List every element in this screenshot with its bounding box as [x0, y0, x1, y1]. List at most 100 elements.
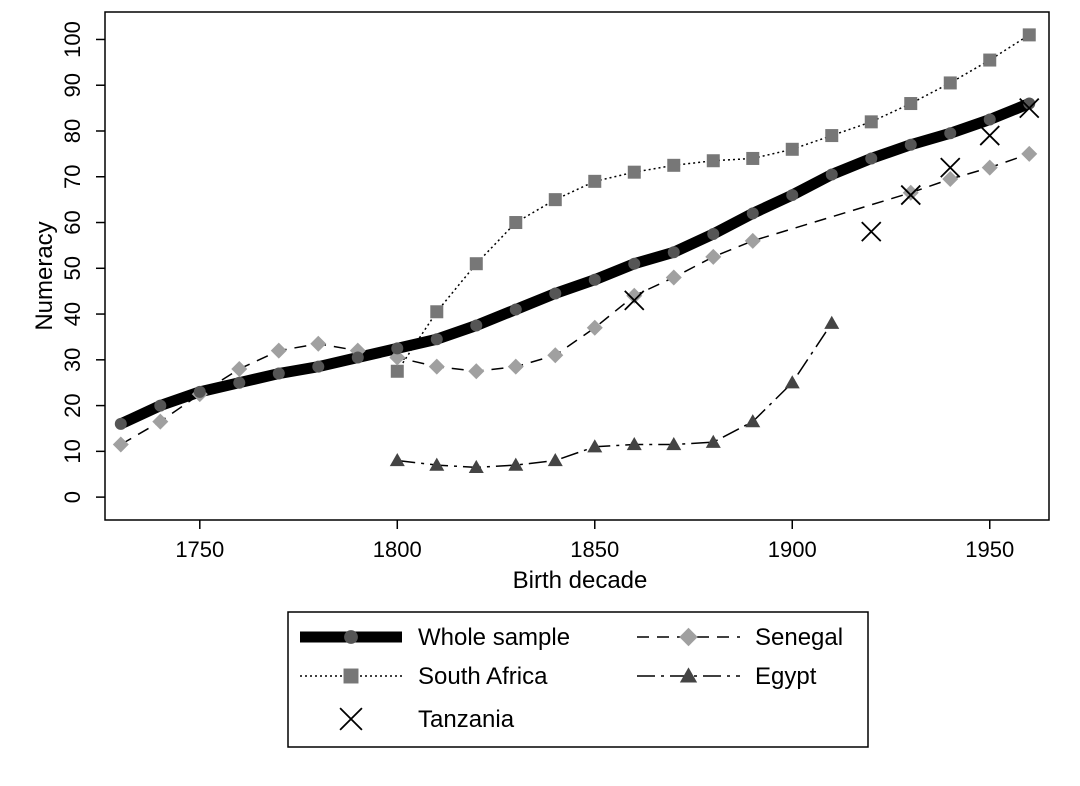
legend: Whole sample Senegal South Africa Egypt Tanz…: [287, 611, 869, 748]
point-south-africa: [746, 151, 760, 165]
x-tick-label: 1950: [965, 537, 1014, 562]
y-tick-label: 60: [60, 210, 85, 234]
y-tick-label: 80: [60, 119, 85, 143]
y-tick-label: 70: [60, 165, 85, 189]
y-tick-label: 90: [60, 73, 85, 97]
point-whole-sample: [351, 351, 364, 364]
point-south-africa: [390, 364, 404, 378]
axes: 1750 1800 1850 1900 1950 0 10 20 30 40 50 60 70 80 90 1…: [60, 21, 1014, 562]
point-egypt: [626, 436, 642, 451]
point-egypt: [429, 457, 445, 471]
point-tanzania: [624, 290, 645, 311]
point-whole-sample: [233, 376, 246, 389]
point-egypt: [745, 414, 761, 428]
legend-marker-tanzania: [339, 707, 363, 731]
point-egypt: [389, 453, 405, 467]
point-south-africa: [864, 115, 878, 129]
point-senegal: [626, 287, 643, 304]
point-egypt: [508, 457, 524, 471]
point-south-africa: [706, 154, 720, 168]
point-tanzania: [979, 125, 1000, 146]
point-egypt: [547, 453, 563, 467]
point-senegal: [942, 171, 959, 188]
point-senegal: [1021, 145, 1038, 162]
point-senegal: [468, 363, 485, 380]
point-senegal: [152, 413, 169, 430]
y-tick-label: 50: [60, 256, 85, 280]
legend-label-tanzania: Tanzania: [418, 706, 515, 733]
legend-marker-south-africa: [343, 668, 359, 684]
x-axis-title: Birth decade: [513, 567, 648, 594]
y-tick-label: 40: [60, 302, 85, 326]
point-senegal: [981, 159, 998, 176]
point-south-africa: [667, 158, 681, 172]
point-whole-sample: [746, 207, 759, 220]
point-egypt: [468, 459, 484, 473]
series-line-senegal: [120, 153, 1030, 446]
series-lines: [118, 34, 1032, 469]
point-whole-sample: [667, 246, 680, 259]
point-whole-sample: [904, 138, 917, 151]
point-whole-sample: [193, 385, 206, 398]
point-south-africa: [430, 305, 444, 319]
plot-frame: [104, 11, 1050, 521]
point-senegal: [705, 248, 722, 265]
point-south-africa: [943, 76, 957, 90]
point-whole-sample: [272, 367, 285, 380]
point-whole-sample: [470, 319, 483, 332]
point-whole-sample: [114, 417, 127, 430]
legend-label-egypt: Egypt: [755, 663, 817, 690]
series-markers: [112, 28, 1040, 473]
point-senegal: [310, 335, 327, 352]
point-whole-sample: [865, 152, 878, 165]
point-south-africa: [548, 193, 562, 207]
point-south-africa: [588, 174, 602, 188]
point-egypt: [705, 434, 721, 448]
point-whole-sample: [1023, 97, 1036, 110]
legend-label-senegal: Senegal: [755, 624, 843, 651]
point-senegal: [507, 358, 524, 375]
point-whole-sample: [944, 127, 957, 140]
point-senegal: [428, 358, 445, 375]
point-senegal: [389, 349, 406, 366]
point-south-africa: [983, 53, 997, 67]
point-whole-sample: [549, 287, 562, 300]
y-tick-label: 10: [60, 439, 85, 463]
point-egypt: [587, 439, 603, 453]
point-south-africa: [785, 142, 799, 156]
point-senegal: [744, 232, 761, 249]
y-tick-label: 20: [60, 393, 85, 417]
point-whole-sample: [825, 168, 838, 181]
series-line-whole-sample: [118, 98, 1032, 429]
legend-label-whole-sample: Whole sample: [418, 624, 570, 651]
legend-marker-whole-sample: [344, 630, 358, 644]
x-tick-label: 1900: [768, 537, 817, 562]
point-whole-sample: [786, 189, 799, 202]
y-tick-label: 30: [60, 348, 85, 372]
point-south-africa: [469, 257, 483, 271]
legend-marker-egypt: [679, 667, 698, 683]
point-whole-sample: [391, 342, 404, 355]
point-south-africa: [509, 216, 523, 230]
legend-marker-senegal: [679, 627, 698, 647]
point-tanzania: [900, 184, 921, 206]
point-whole-sample: [983, 113, 996, 126]
point-tanzania: [940, 157, 961, 178]
point-whole-sample: [154, 399, 167, 412]
series-line-egypt: [397, 322, 833, 469]
y-axis-title: Numeracy: [31, 221, 58, 330]
point-tanzania: [1019, 97, 1040, 119]
x-tick-label: 1750: [175, 537, 224, 562]
point-whole-sample: [312, 360, 325, 373]
point-whole-sample: [430, 333, 443, 346]
point-senegal: [547, 347, 564, 364]
point-south-africa: [904, 97, 918, 111]
point-egypt: [666, 436, 682, 451]
point-senegal: [112, 436, 129, 453]
point-egypt: [784, 375, 800, 389]
point-senegal: [665, 269, 682, 286]
point-senegal: [902, 184, 919, 201]
point-senegal: [270, 342, 287, 359]
point-south-africa: [627, 165, 641, 179]
